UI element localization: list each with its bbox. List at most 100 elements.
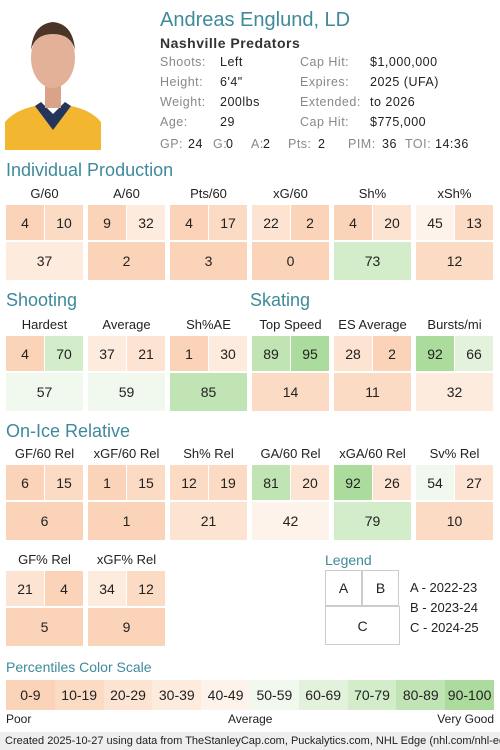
legend-box: A xyxy=(325,570,362,606)
metric-label: Bursts/mi xyxy=(427,317,482,332)
percentile-cell: 19 xyxy=(209,465,247,500)
percentile-cell: 12 xyxy=(170,465,208,500)
legend-item: C - 2024-25 xyxy=(410,620,479,635)
percentile-cell: 3 xyxy=(170,242,247,280)
scale-high: Very Good xyxy=(437,712,494,726)
metric-label: Average xyxy=(102,317,151,332)
footer: Created 2025-10-27 using data from TheSt… xyxy=(0,732,500,750)
percentile-cell: 17 xyxy=(209,205,247,240)
scale-cell: 90-100 xyxy=(445,680,494,710)
percentile-cell: 2 xyxy=(291,205,329,240)
scale-cell: 20-29 xyxy=(103,680,153,710)
percentile-cell: 89 xyxy=(252,336,290,371)
scale-cell: 60-69 xyxy=(298,680,348,710)
percentile-cell: 21 xyxy=(170,502,247,540)
stat-label: TOI: xyxy=(405,137,432,151)
stat-label: G: xyxy=(213,137,228,151)
percentile-cell: 4 xyxy=(6,336,44,371)
section-title: On-Ice Relative xyxy=(6,421,131,441)
metric-label: Sh% Rel xyxy=(183,446,234,461)
percentile-cell: 4 xyxy=(334,205,372,240)
stat-value: 2 xyxy=(318,137,326,151)
percentile-cell: 28 xyxy=(334,336,372,371)
percentile-cell: 42 xyxy=(252,502,329,540)
info-value: to 2026 xyxy=(370,95,416,109)
stat-label: Pts: xyxy=(288,137,312,151)
percentile-cell: 70 xyxy=(45,336,83,371)
percentile-cell: 95 xyxy=(291,336,329,371)
metric-label: A/60 xyxy=(113,186,140,201)
stat-value: 0 xyxy=(226,137,234,151)
info-label: Weight: xyxy=(160,95,206,109)
percentile-cell: 1 xyxy=(170,336,208,371)
percentile-cell: 21 xyxy=(127,336,165,371)
stat-label: A: xyxy=(251,137,264,151)
percentile-cell: 37 xyxy=(88,336,126,371)
player-name: Andreas Englund, LD xyxy=(160,9,351,31)
metric-label: xSh% xyxy=(437,186,472,201)
percentile-cell: 1 xyxy=(88,502,165,540)
legend-item: B - 2023-24 xyxy=(410,600,478,615)
percentile-cell: 4 xyxy=(6,205,44,240)
percentile-cell: 9 xyxy=(88,205,126,240)
percentile-cell: 30 xyxy=(209,336,247,371)
percentile-cell: 32 xyxy=(127,205,165,240)
percentile-cell: 12 xyxy=(127,571,165,606)
scale-mid: Average xyxy=(228,712,273,726)
percentile-cell: 22 xyxy=(252,205,290,240)
percentile-cell: 92 xyxy=(334,465,372,500)
percentile-cell: 26 xyxy=(373,465,411,500)
stat-value: 36 xyxy=(382,137,397,151)
percentile-cell: 4 xyxy=(45,571,83,606)
info-label: Cap Hit: xyxy=(300,55,350,69)
info-label: Cap Hit: xyxy=(300,115,350,129)
percentile-cell: 6 xyxy=(6,465,44,500)
percentile-cell: 10 xyxy=(416,502,493,540)
stat-value: 24 xyxy=(188,137,203,151)
percentile-cell: 6 xyxy=(6,502,83,540)
stat-value: 2 xyxy=(263,137,271,151)
info-value: $1,000,000 xyxy=(370,55,438,69)
percentile-cell: 5 xyxy=(6,608,83,646)
percentile-cell: 45 xyxy=(416,205,454,240)
metric-label: Hardest xyxy=(21,317,68,332)
stat-value: 14:36 xyxy=(435,137,469,151)
percentile-cell: 2 xyxy=(373,336,411,371)
metric-label: Top Speed xyxy=(259,317,322,332)
info-label: Age: xyxy=(160,115,188,129)
percentile-cell: 37 xyxy=(6,242,83,280)
info-label: Shoots: xyxy=(160,55,206,69)
percentile-cell: 12 xyxy=(416,242,493,280)
percentile-cell: 34 xyxy=(88,571,126,606)
info-value: 6'4" xyxy=(220,75,243,89)
metric-label: xGF% Rel xyxy=(96,552,157,567)
percentile-cell: 1 xyxy=(88,465,126,500)
percentile-cell: 73 xyxy=(334,242,411,280)
percentile-cell: 20 xyxy=(291,465,329,500)
section-title: Shooting xyxy=(6,290,78,310)
player-photo xyxy=(5,10,101,150)
percentile-cell: 27 xyxy=(455,465,493,500)
info-value: 200lbs xyxy=(220,95,260,109)
stat-label: PIM: xyxy=(348,137,376,151)
legend-box: C xyxy=(325,606,400,645)
percentile-cell: 2 xyxy=(88,242,165,280)
percentile-cell: 85 xyxy=(170,373,247,411)
metric-label: Sh% xyxy=(358,186,387,201)
metric-label: xG/60 xyxy=(273,186,308,201)
info-value: 29 xyxy=(220,115,235,129)
metric-label: GF/60 Rel xyxy=(14,446,75,461)
section-title: Individual Production xyxy=(6,160,174,180)
percentile-cell: 59 xyxy=(88,373,165,411)
legend-item: A - 2022-23 xyxy=(410,580,478,595)
percentile-cell: 79 xyxy=(334,502,411,540)
scale-cell: 0-9 xyxy=(6,680,55,710)
scale-cell: 80-89 xyxy=(396,680,446,710)
info-value: Left xyxy=(220,55,243,69)
percentile-cell: 0 xyxy=(252,242,329,280)
metric-label: ES Average xyxy=(338,317,407,332)
metric-label: xGF/60 Rel xyxy=(93,446,160,461)
scale-cell: 10-19 xyxy=(54,680,104,710)
metric-label: GF% Rel xyxy=(18,552,71,567)
